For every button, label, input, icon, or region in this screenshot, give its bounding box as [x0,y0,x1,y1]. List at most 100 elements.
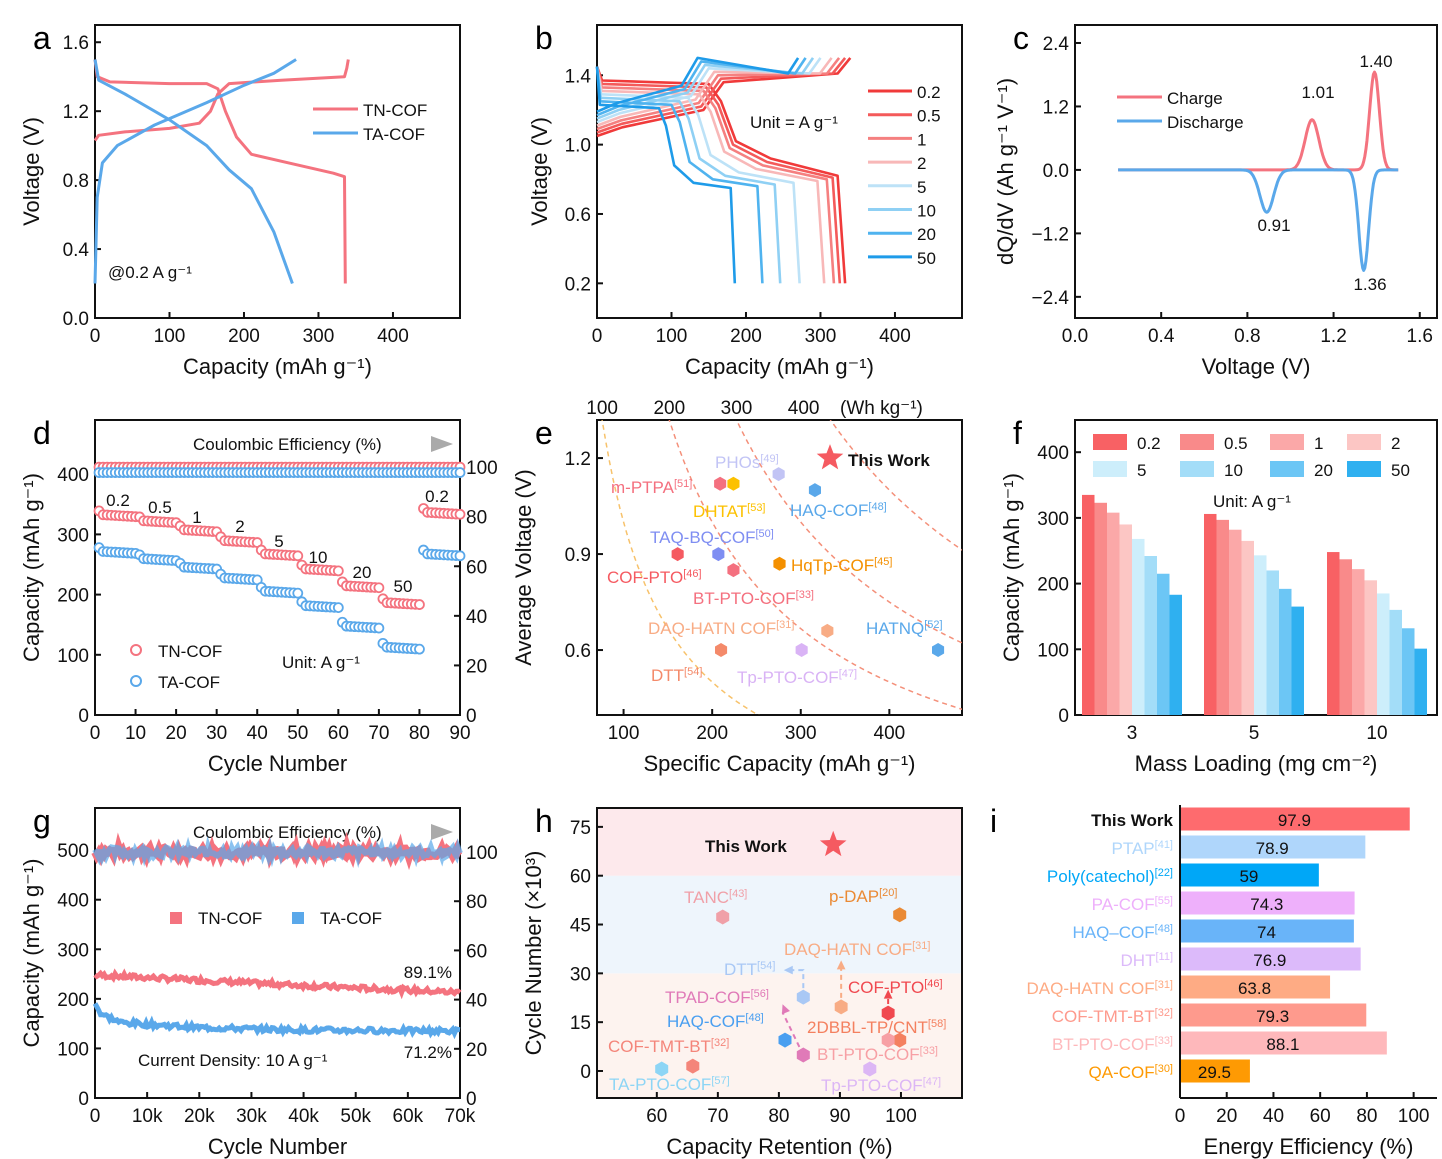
bar-value-label: 59 [1239,867,1258,886]
point-label-text: DTT [724,960,757,979]
y-tick-label: 400 [57,465,89,486]
point-label: DTT[54] [651,666,702,685]
bar [1377,593,1390,715]
capacity-point [292,550,304,562]
x-tick-label: 70 [707,1106,728,1127]
y-tick-label: 300 [1037,509,1069,530]
point-label: COF-PTO[46] [607,568,702,587]
point-label-ref: [49] [760,453,778,465]
y-tick-label: 0.2 [565,274,591,295]
x-tick-label: 5 [1249,723,1260,744]
y-tick-label: 400 [1037,443,1069,464]
panel-label: h [535,803,553,839]
point-label: TPAD-COF[56] [665,988,769,1007]
point-label-text: Tp-PTO-COF [821,1076,923,1095]
bar-category-label-text: PTAP [1112,839,1155,858]
y-tick-label: 100 [57,1039,89,1060]
improvement-arrow [781,1011,805,1056]
point-this-work [819,830,847,857]
iso-energy-curve [668,420,962,711]
point-label: Tp-PTO-COF[47] [821,1076,941,1095]
bar [1144,556,1157,715]
bar-value-label: 63.8 [1238,979,1271,998]
panel-label: i [990,803,997,839]
point-label: DAQ-HATN COF[31] [784,940,930,959]
point-label: DTT[54] [724,960,775,979]
point-label: HqTp-COF[45] [791,556,892,575]
bar [1157,573,1170,715]
point-label-ref: [54] [757,960,775,972]
background-band [597,875,962,974]
bar-category-label-text: DAQ-HATN COF [1027,979,1155,998]
bar-category-label: Poly(catechol)[22] [1047,867,1173,886]
ce-point [454,467,466,478]
point-label-text: DAQ-HATN COF [784,940,912,959]
bar [1414,648,1427,715]
legend-marker [170,912,182,924]
bar [1181,1003,1367,1027]
bar-category-label-ref: [48] [1155,923,1173,935]
plot-frame [596,24,963,319]
point-label: COF-PTO[46] [848,978,943,997]
x-tick-label: 300 [805,326,837,347]
point-label: m-PTPA[51] [611,478,692,497]
point-marker [881,1005,895,1021]
y-tick-label: 0.6 [565,205,591,226]
point-label-text: COF-PTO [607,568,683,587]
legend-label: 5 [1137,461,1146,480]
point-label: DAQ-HATN COF[31] [648,619,794,638]
y-tick-label: 100 [57,646,89,667]
x-tick-label: 20 [1216,1106,1237,1127]
series-TA-COF-charge [93,58,297,284]
y-tick-label: 0 [1058,706,1069,727]
panel-label: a [33,20,51,56]
y-tick-label: 200 [57,586,89,607]
top-tick-label: 400 [788,398,820,419]
bar [1327,552,1340,715]
panel-label: e [535,415,553,451]
bar [1181,835,1366,859]
point-label-ref: [45] [874,556,892,568]
y2-tick-label: 80 [466,892,487,913]
point-label-ref: [32] [711,1037,729,1049]
point-marker [893,907,907,923]
point-label: HAQ-COF[48] [790,501,887,520]
bar-category-label: This Work [1091,811,1173,830]
point-marker [795,643,808,657]
x-tick-label: 30 [206,723,227,744]
legend-label: TN-COF [363,101,427,120]
y-tick-label: 400 [57,891,89,912]
point-label-ref: [58] [928,1018,946,1030]
capacity-point [373,582,385,594]
legend-swatch [1093,461,1127,477]
point-label: HATNQ[52] [866,619,943,638]
point-label-ref: [51] [674,478,692,490]
bar [1181,919,1354,943]
point-marker [796,989,810,1005]
bar-category-label: PA-COF[55] [1092,895,1173,914]
legend-label: 1 [1314,434,1323,453]
y2-tick-label: 80 [466,508,487,529]
point-marker [714,476,727,491]
y2-axis-label: Coulombic Efficiency (%) [193,823,382,842]
capacity-point [454,508,466,520]
y2-axis-label: Coulombic Efficiency (%) [193,435,382,454]
x-tick-label: 400 [879,326,911,347]
x-tick-label: 70k [445,1106,476,1127]
y-tick-label: 60 [570,867,591,888]
bar [1181,975,1331,999]
point-label-text: DTT [651,666,684,685]
y-tick-label: 0.0 [63,309,89,330]
point-label-text: COF-PTO [848,978,924,997]
legend-swatch [1180,461,1214,477]
point-label: TA-PTO-COF[57] [609,1075,730,1094]
point-label-ref: [31] [912,940,930,952]
annotation: Unit: A g⁻¹ [282,653,360,672]
bar-category-label: HAQ–COF[48] [1072,923,1173,942]
bar [1254,555,1267,715]
legend-marker [130,644,142,656]
y-axis-label: Capacity (mAh g⁻¹) [19,859,44,1048]
bar [1181,1059,1250,1083]
legend-label: TN-COF [198,909,262,928]
bar [1119,524,1132,715]
